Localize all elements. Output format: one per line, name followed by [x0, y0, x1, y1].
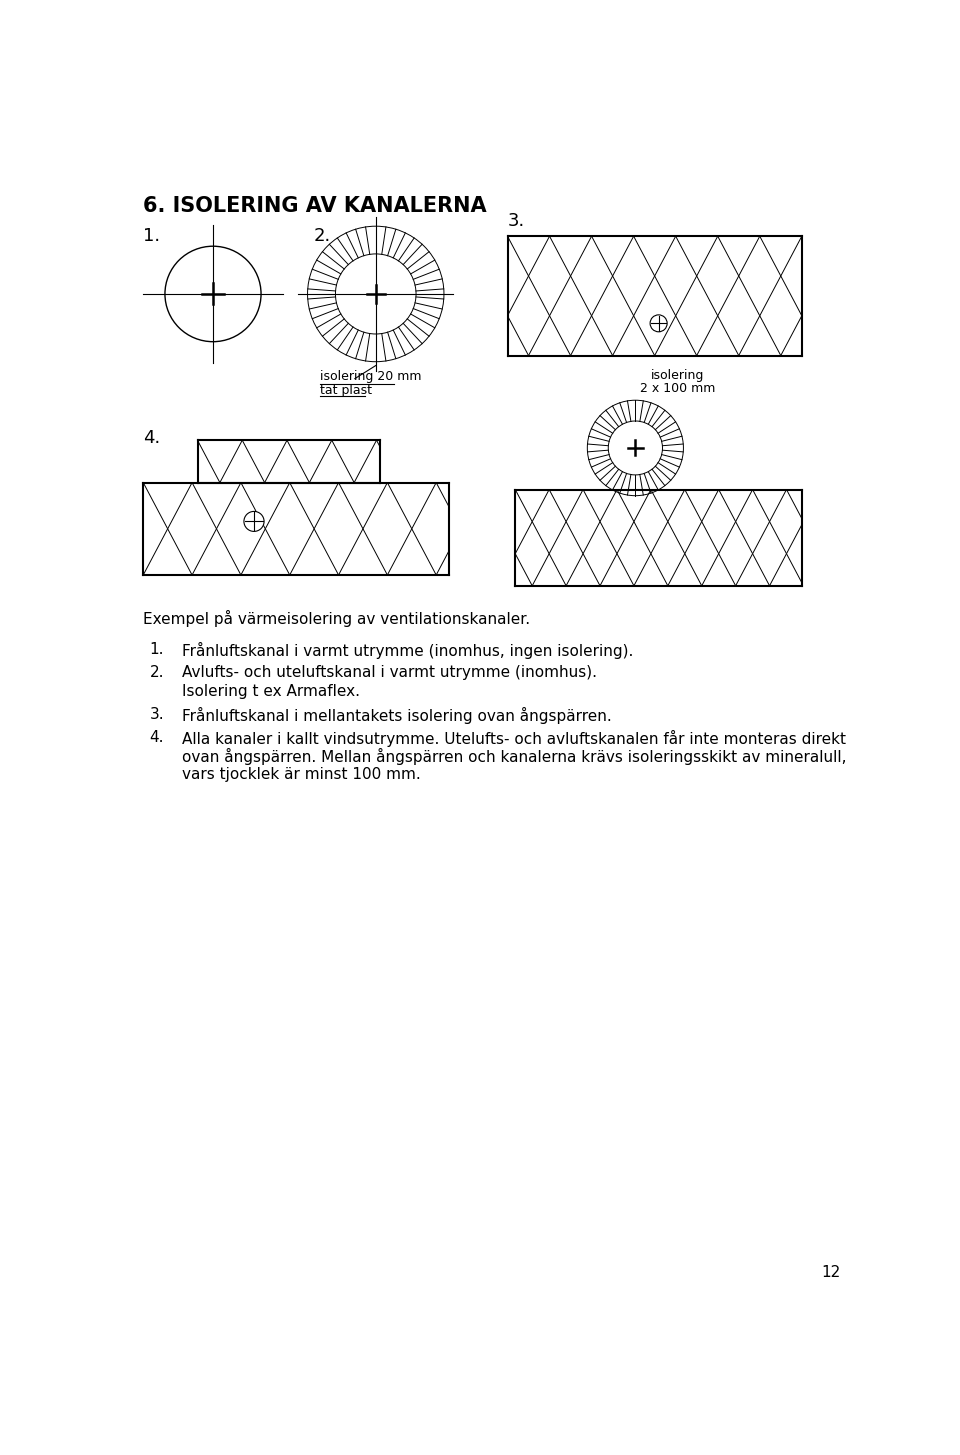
- Text: 4.: 4.: [150, 730, 164, 745]
- Text: 3.: 3.: [150, 707, 164, 722]
- Text: Isolering t ex Armaflex.: Isolering t ex Armaflex.: [182, 684, 360, 698]
- Text: vars tjocklek är minst 100 mm.: vars tjocklek är minst 100 mm.: [182, 767, 420, 781]
- Text: 2.: 2.: [150, 665, 164, 679]
- Text: 1.: 1.: [150, 642, 164, 658]
- Text: Avlufts- och uteluftskanal i varmt utrymme (inomhus).: Avlufts- och uteluftskanal i varmt utrym…: [182, 665, 597, 679]
- Text: Frånluftskanal i varmt utrymme (inomhus, ingen isolering).: Frånluftskanal i varmt utrymme (inomhus,…: [182, 642, 634, 659]
- Text: 2.: 2.: [314, 227, 331, 244]
- Circle shape: [650, 314, 667, 332]
- Text: Alla kanaler i kallt vindsutrymme. Utelufts- och avluftskanalen får inte montera: Alla kanaler i kallt vindsutrymme. Utelu…: [182, 730, 846, 746]
- Text: 3.: 3.: [508, 211, 525, 230]
- Text: ovan ångspärren. Mellan ångspärren och kanalerna krävs isoleringsskikt av minera: ovan ångspärren. Mellan ångspärren och k…: [182, 748, 847, 765]
- Text: isolering: isolering: [651, 370, 705, 383]
- Text: 6. ISOLERING AV KANALERNA: 6. ISOLERING AV KANALERNA: [143, 196, 487, 217]
- Text: tät plast: tät plast: [320, 384, 372, 397]
- Text: Exempel på värmeisolering av ventilationskanaler.: Exempel på värmeisolering av ventilation…: [143, 610, 530, 627]
- Text: 12: 12: [822, 1264, 841, 1279]
- Text: 1.: 1.: [143, 227, 160, 244]
- Circle shape: [244, 511, 264, 531]
- Text: Frånluftskanal i mellantakets isolering ovan ångspärren.: Frånluftskanal i mellantakets isolering …: [182, 707, 612, 723]
- Text: isolering 20 mm: isolering 20 mm: [320, 370, 421, 383]
- Text: 4.: 4.: [143, 429, 160, 447]
- Text: 2 x 100 mm: 2 x 100 mm: [640, 381, 716, 394]
